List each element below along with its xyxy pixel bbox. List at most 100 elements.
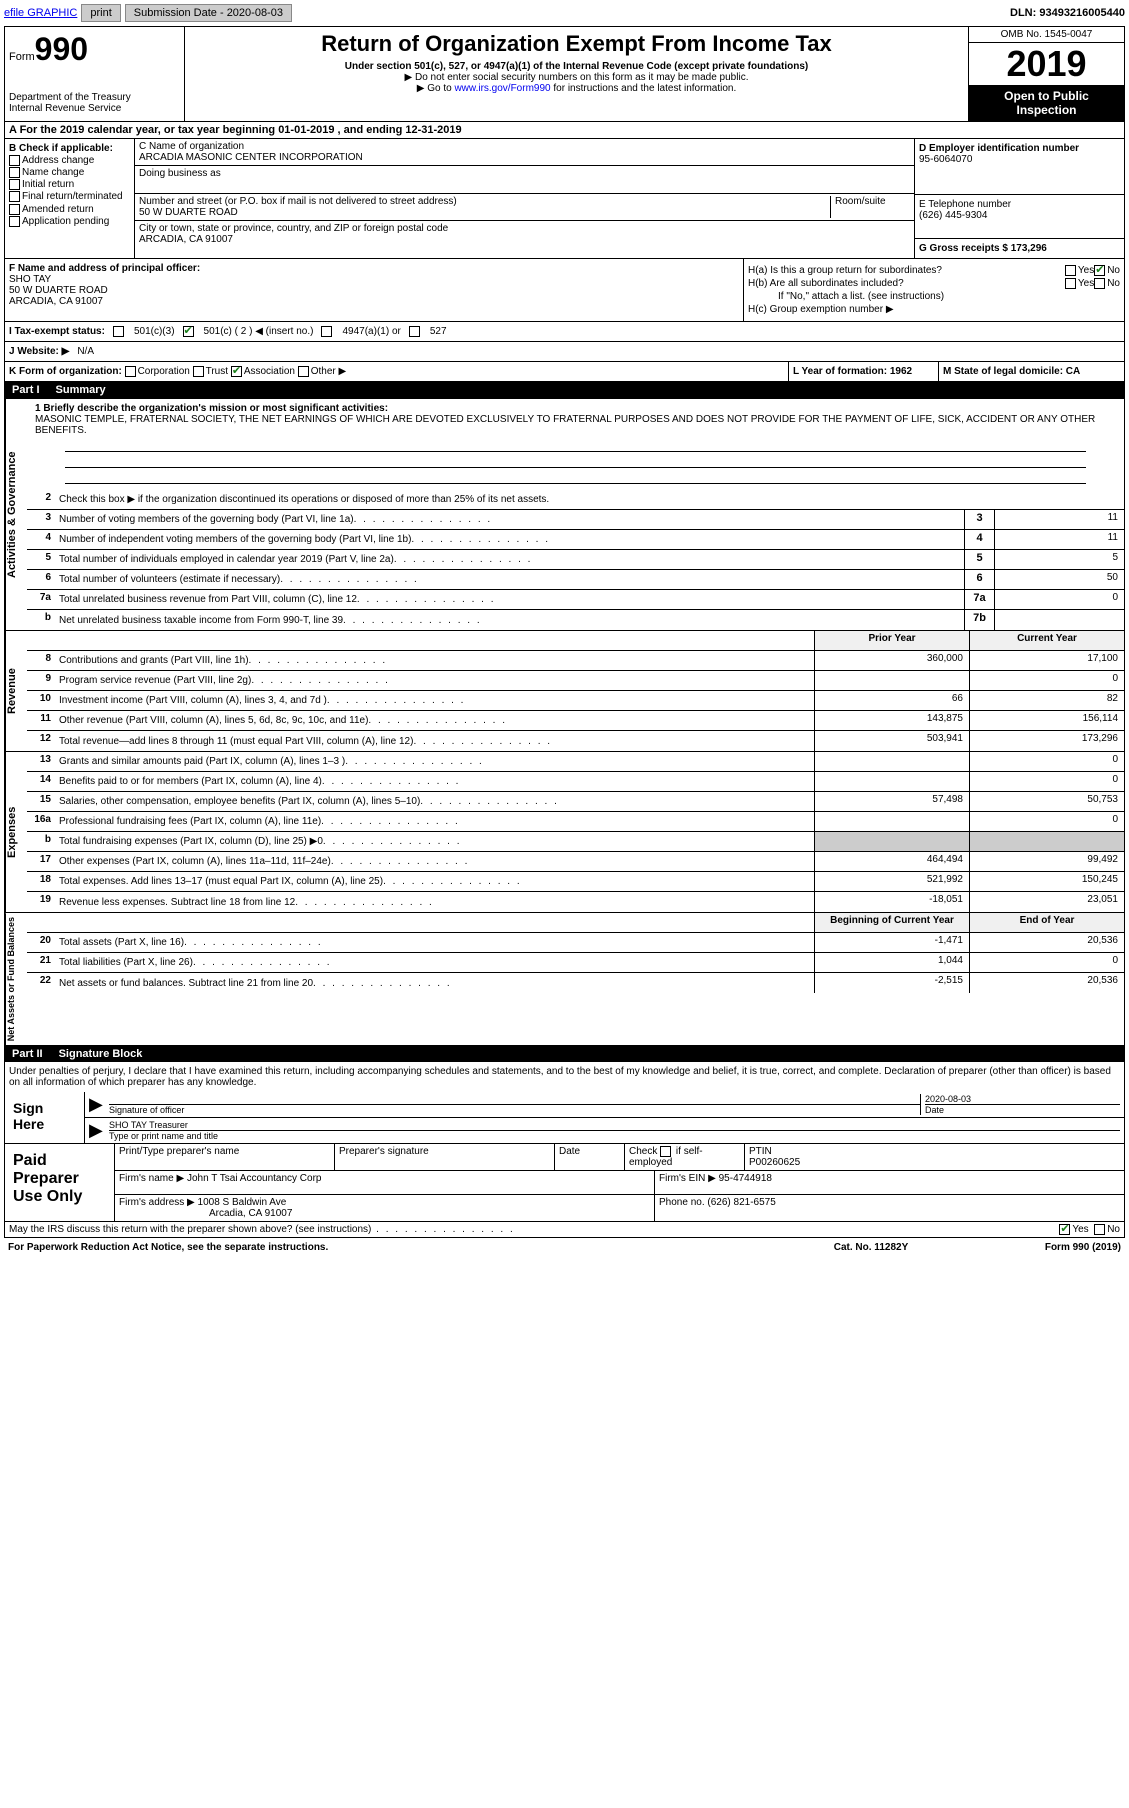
row-num: 12	[27, 731, 55, 751]
irs-link[interactable]: www.irs.gov/Form990	[454, 83, 550, 94]
sig-name-title: SHO TAY Treasurer	[109, 1120, 188, 1130]
row-desc: Total expenses. Add lines 13–17 (must eq…	[55, 872, 814, 891]
dept-label: Department of the Treasury Internal Reve…	[9, 92, 180, 114]
row-box: 7b	[964, 610, 994, 630]
row-desc: Contributions and grants (Part VIII, lin…	[55, 651, 814, 670]
phone-label: E Telephone number	[919, 199, 1011, 210]
chk-4947[interactable]	[321, 326, 332, 337]
subtitle-3: ▶ Go to www.irs.gov/Form990 for instruct…	[189, 83, 964, 94]
ha-label: H(a) Is this a group return for subordin…	[748, 265, 1065, 276]
tax-year: 2019	[969, 43, 1124, 85]
paid-prep-label: Paid Preparer Use Only	[5, 1144, 115, 1221]
ptin-val: P00260625	[749, 1157, 800, 1168]
chk-501c[interactable]	[183, 326, 194, 337]
prior-val: 66	[814, 691, 969, 710]
row-val: 11	[994, 530, 1124, 549]
addr-value: 50 W DUARTE ROAD	[139, 207, 830, 218]
chk-ha-yes[interactable]	[1065, 265, 1076, 276]
row-val: 0	[994, 590, 1124, 609]
row-desc: Salaries, other compensation, employee b…	[55, 792, 814, 811]
prior-val	[814, 752, 969, 771]
footer-left: For Paperwork Reduction Act Notice, see …	[8, 1242, 771, 1253]
prep-sig-hdr: Preparer's signature	[335, 1144, 555, 1170]
sig-date-val: 2020-08-03	[925, 1094, 971, 1104]
cell-gray	[969, 832, 1124, 851]
row-num: 10	[27, 691, 55, 710]
sig-declaration: Under penalties of perjury, I declare th…	[5, 1062, 1124, 1092]
chk-trust[interactable]	[193, 366, 204, 377]
chk-discuss-yes[interactable]	[1059, 1224, 1070, 1235]
chk-address-change[interactable]	[9, 155, 20, 166]
row-num: 21	[27, 953, 55, 972]
row-num: 20	[27, 933, 55, 952]
ein-value: 95-6064070	[919, 154, 972, 165]
row-num: 15	[27, 792, 55, 811]
dba-label: Doing business as	[139, 168, 910, 179]
row-num: 4	[27, 530, 55, 549]
firm-phone: (626) 821-6575	[707, 1197, 775, 1208]
row-val	[994, 610, 1124, 630]
print-button[interactable]: print	[81, 4, 120, 22]
prior-val	[814, 772, 969, 791]
firm-ein-label: Firm's EIN ▶	[659, 1173, 716, 1184]
chk-final-return[interactable]	[9, 191, 20, 202]
footer-right: Form 990 (2019)	[971, 1242, 1121, 1253]
chk-pending[interactable]	[9, 216, 20, 227]
officer-addr1: 50 W DUARTE ROAD	[9, 285, 108, 296]
chk-hb-no[interactable]	[1094, 278, 1105, 289]
curr-val: 20,536	[969, 933, 1124, 952]
room-label: Room/suite	[830, 196, 910, 218]
chk-self-emp[interactable]	[660, 1146, 671, 1157]
submission-date-button[interactable]: Submission Date - 2020-08-03	[125, 4, 292, 22]
row-desc: Grants and similar amounts paid (Part IX…	[55, 752, 814, 771]
row-num: 8	[27, 651, 55, 670]
chk-amended[interactable]	[9, 204, 20, 215]
row-desc: Number of independent voting members of …	[55, 530, 964, 549]
chk-other[interactable]	[298, 366, 309, 377]
prior-val: 360,000	[814, 651, 969, 670]
state-domicile: M State of legal domicile: CA	[943, 366, 1080, 377]
prep-self-emp: Check if self-employed	[625, 1144, 745, 1170]
row-desc: Other expenses (Part IX, column (A), lin…	[55, 852, 814, 871]
chk-discuss-no[interactable]	[1094, 1224, 1105, 1235]
chk-ha-no[interactable]	[1094, 265, 1105, 276]
efile-link[interactable]: efile GRAPHIC	[4, 7, 77, 19]
chk-initial-return[interactable]	[9, 179, 20, 190]
prior-val: -18,051	[814, 892, 969, 912]
row-num: 9	[27, 671, 55, 690]
chk-corp[interactable]	[125, 366, 136, 377]
chk-527[interactable]	[409, 326, 420, 337]
org-name: ARCADIA MASONIC CENTER INCORPORATION	[139, 152, 910, 163]
row-desc: Other revenue (Part VIII, column (A), li…	[55, 711, 814, 730]
prior-val: 503,941	[814, 731, 969, 751]
curr-val: 82	[969, 691, 1124, 710]
form-title: Return of Organization Exempt From Incom…	[189, 31, 964, 57]
row-box: 5	[964, 550, 994, 569]
gross-receipts: G Gross receipts $ 173,296	[919, 243, 1047, 254]
part1-header: Part ISummary	[4, 382, 1125, 398]
website-label: J Website: ▶	[9, 346, 69, 357]
chk-assoc[interactable]	[231, 366, 242, 377]
curr-val: 99,492	[969, 852, 1124, 871]
year-formation: L Year of formation: 1962	[793, 366, 912, 377]
prior-val: 464,494	[814, 852, 969, 871]
discuss-q: May the IRS discuss this return with the…	[9, 1224, 1059, 1235]
prior-val	[814, 812, 969, 831]
sign-here-label: Sign Here	[5, 1092, 85, 1143]
cell-gray	[814, 832, 969, 851]
row-box: 6	[964, 570, 994, 589]
form-org-label: K Form of organization:	[9, 366, 122, 377]
row-num: 5	[27, 550, 55, 569]
omb-label: OMB No. 1545-0047	[969, 27, 1124, 43]
row-num: 13	[27, 752, 55, 771]
curr-val: 23,051	[969, 892, 1124, 912]
sig-type-label: Type or print name and title	[109, 1130, 1120, 1141]
row-desc: Total fundraising expenses (Part IX, col…	[55, 832, 814, 851]
chk-name-change[interactable]	[9, 167, 20, 178]
chk-501c3[interactable]	[113, 326, 124, 337]
officer-label: F Name and address of principal officer:	[9, 263, 200, 274]
end-year-hdr: End of Year	[969, 913, 1124, 932]
chk-hb-yes[interactable]	[1065, 278, 1076, 289]
firm-name: John T Tsai Accountancy Corp	[187, 1173, 322, 1184]
row-desc: Net unrelated business taxable income fr…	[55, 610, 964, 630]
